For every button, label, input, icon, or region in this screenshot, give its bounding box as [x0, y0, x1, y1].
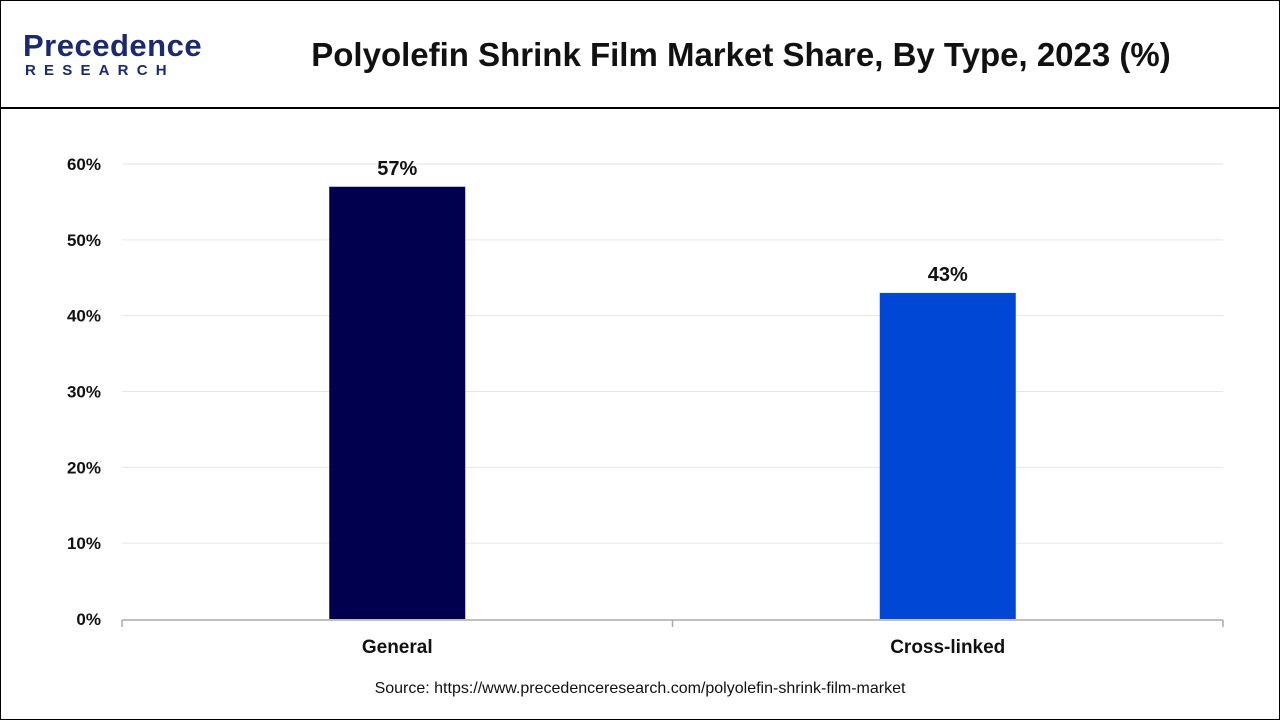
source-note: Source: https://www.precedenceresearch.c… [374, 680, 906, 697]
bar-cross-linked [879, 292, 1016, 619]
bar-general [329, 186, 466, 619]
y-tick-label: 30% [67, 383, 101, 402]
x-tick-label: General [362, 637, 433, 658]
y-tick-label: 60% [67, 155, 101, 174]
y-tick-label: 20% [67, 458, 101, 477]
chart-title: Polyolefin Shrink Film Market Share, By … [311, 36, 1171, 73]
header: Precedence RESEARCH Polyolefin Shrink Fi… [1, 1, 1279, 109]
x-tick-label: Cross-linked [890, 637, 1005, 658]
bar-chart: 0% 10% 20% 30% 40% 50% 60% 57% General 43% Cross-l… [67, 155, 1224, 658]
y-tick-label: 50% [67, 231, 101, 250]
brand-logo: Precedence RESEARCH [23, 29, 213, 85]
data-label: 43% [928, 264, 968, 286]
y-tick-label: 0% [76, 610, 101, 629]
logo-wordmark: Precedence [23, 28, 203, 63]
y-tick-label: 10% [67, 534, 101, 553]
logo-subtitle: RESEARCH [25, 62, 175, 79]
data-label: 57% [377, 158, 417, 180]
y-tick-label: 40% [67, 307, 101, 326]
